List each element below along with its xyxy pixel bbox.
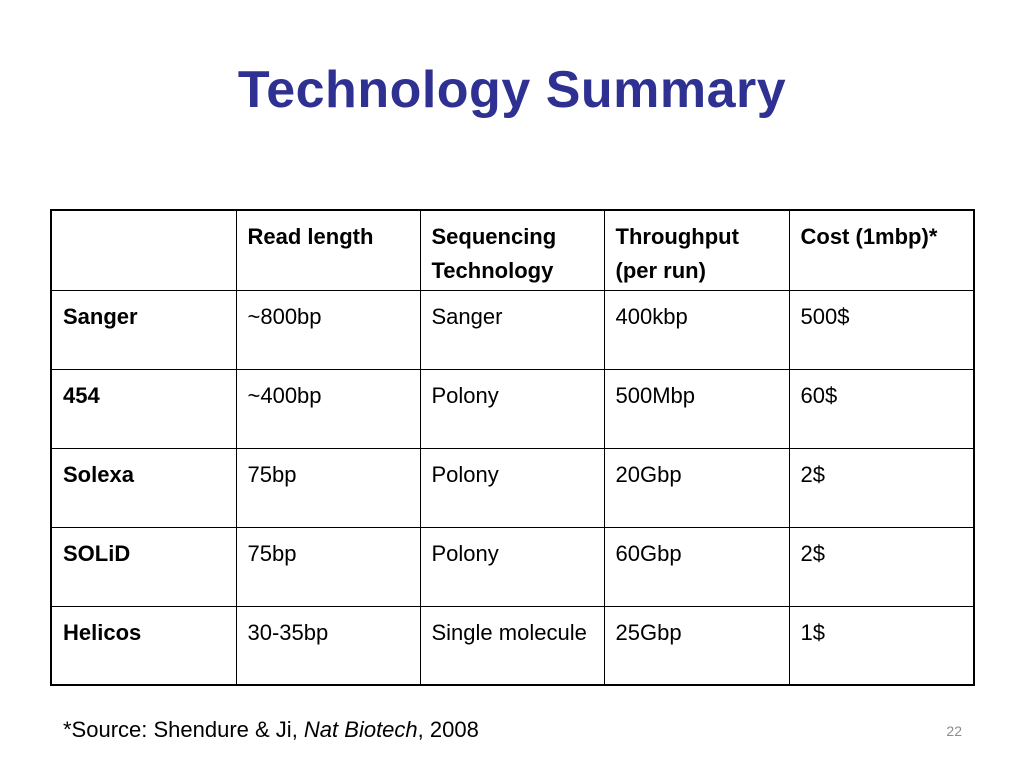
header-cell-throughput: Throughput (per run) [603,209,790,291]
header-cell-sequencing-technology: Sequencing Technology [419,209,605,291]
read-length-cell: 75bp [235,447,421,528]
technology-cell: Polony [419,526,605,607]
read-length-cell: 30-35bp [235,605,421,686]
footnote-prefix: *Source: Shendure & Ji, [63,717,304,742]
slide-title: Technology Summary [237,61,787,119]
cost-cell: 2$ [788,526,975,607]
row-name-cell: 454 [50,368,237,449]
throughput-cell: 60Gbp [603,526,790,607]
cost-cell: 2$ [788,447,975,528]
table-row: SOLiD 75bp Polony 60Gbp 2$ [50,526,975,607]
throughput-cell: 20Gbp [603,447,790,528]
row-name-cell: Helicos [50,605,237,686]
footnote-journal: Nat Biotech [303,717,418,742]
cost-cell: 500$ [788,289,975,370]
header-cell-cost: Cost (1mbp)* [788,209,975,291]
footnote-suffix: , 2008 [417,717,479,742]
read-length-cell: ~800bp [235,289,421,370]
read-length-cell: 75bp [235,526,421,607]
table-header-row: Read length Sequencing Technology Throug… [50,209,975,291]
throughput-cell: 25Gbp [603,605,790,686]
page-number: 22 [946,723,962,739]
cost-cell: 60$ [788,368,975,449]
technology-cell: Polony [419,447,605,528]
table-row: Sanger ~800bp Sanger 400kbp 500$ [50,289,975,370]
throughput-cell: 500Mbp [603,368,790,449]
table-row: Solexa 75bp Polony 20Gbp 2$ [50,447,975,528]
row-name-cell: SOLiD [50,526,237,607]
source-footnote: *Source: Shendure & Ji, Nat Biotech, 200… [63,717,479,743]
technology-summary-table: Read length Sequencing Technology Throug… [50,209,975,686]
technology-cell: Sanger [419,289,605,370]
table-row: 454 ~400bp Polony 500Mbp 60$ [50,368,975,449]
cost-cell: 1$ [788,605,975,686]
row-name-cell: Sanger [50,289,237,370]
technology-cell: Single molecule [419,605,605,686]
header-cell-empty [50,209,237,291]
row-name-cell: Solexa [50,447,237,528]
technology-cell: Polony [419,368,605,449]
throughput-cell: 400kbp [603,289,790,370]
table-row: Helicos 30-35bp Single molecule 25Gbp 1$ [50,605,975,686]
read-length-cell: ~400bp [235,368,421,449]
header-cell-read-length: Read length [235,209,421,291]
